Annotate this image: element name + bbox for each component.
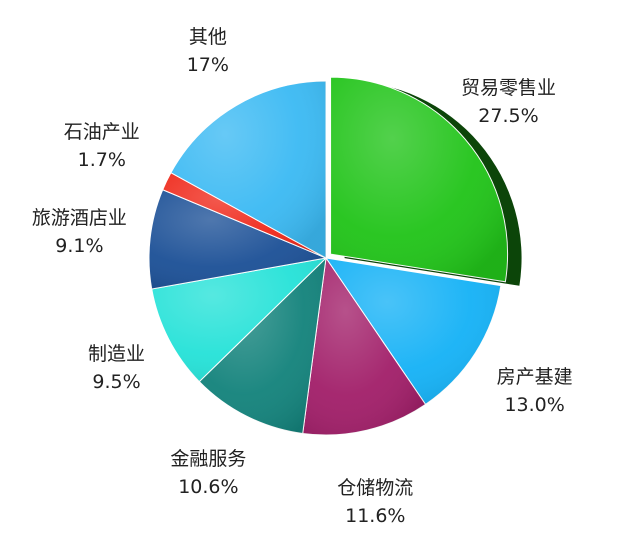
slice-label-name: 贸易零售业 xyxy=(460,77,556,100)
slice-label-name: 仓储物流 xyxy=(337,476,414,499)
slice-label-value: 13.0% xyxy=(504,393,565,416)
slice-label-7: 其他 17% xyxy=(187,23,229,79)
pie-slice-sheen-7 xyxy=(170,81,326,258)
pie-slice-sheen-5 xyxy=(148,189,326,289)
pie-slice-sheen-6 xyxy=(162,172,326,258)
slice-label-5: 旅游酒店业 9.1% xyxy=(32,204,127,260)
slice-label-name: 制造业 xyxy=(87,342,146,365)
slice-label-2: 仓储物流 11.6% xyxy=(337,474,413,530)
slice-label-value: 9.1% xyxy=(55,234,104,257)
slice-label-name: 房产基建 xyxy=(496,365,573,388)
pie-slice-sheen-0 xyxy=(330,77,508,282)
pie-slice-sheen-3 xyxy=(199,258,326,434)
slice-label-name: 金融服务 xyxy=(170,447,247,470)
slice-label-value: 27.5% xyxy=(478,105,539,128)
slice-label-value: 17% xyxy=(186,54,229,77)
slice-label-4: 制造业 9.5% xyxy=(88,340,145,396)
slice-label-3: 金融服务 10.6% xyxy=(170,445,246,501)
slice-label-value: 10.6% xyxy=(178,475,239,498)
slice-label-value: 9.5% xyxy=(92,370,141,393)
pie-slice-sheen-1 xyxy=(326,258,501,405)
slice-label-1: 房产基建 13.0% xyxy=(497,363,573,419)
slice-label-6: 石油产业 1.7% xyxy=(64,118,140,174)
pie-slice-sheen-2 xyxy=(302,258,426,435)
slice-label-name: 旅游酒店业 xyxy=(31,206,127,229)
slice-label-value: 11.6% xyxy=(345,504,406,527)
slice-label-0: 贸易零售业 27.5% xyxy=(461,74,556,130)
slice-label-name: 其他 xyxy=(188,26,227,49)
pie-slice-sheen-4 xyxy=(151,258,326,382)
slice-label-name: 石油产业 xyxy=(63,120,140,143)
pie-slices xyxy=(148,76,508,436)
slice-label-value: 1.7% xyxy=(77,148,126,171)
